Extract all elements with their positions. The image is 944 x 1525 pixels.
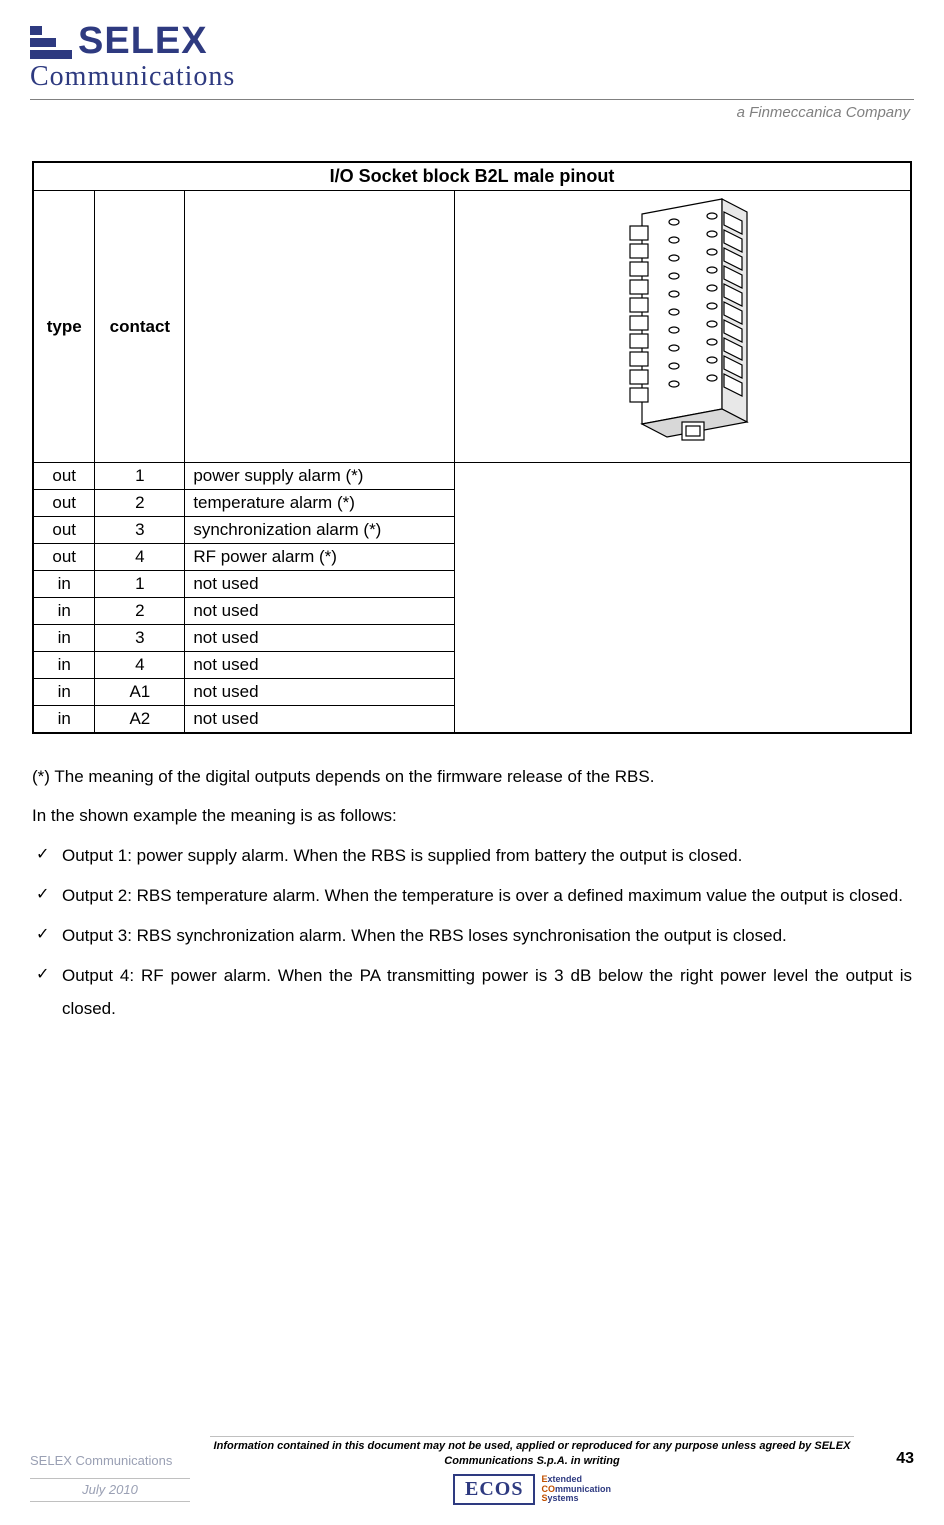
list-item: Output 4: RF power alarm. When the PA tr…	[32, 960, 912, 1025]
cell-contact: 2	[95, 598, 185, 625]
page-header: SELEX Communications a Finmeccanica Comp…	[30, 20, 914, 151]
cell-type: out	[33, 463, 95, 490]
table-row: out4RF power alarm (*)	[33, 544, 911, 571]
page-footer: SELEX Communications Information contain…	[30, 1436, 914, 1505]
cell-desc: not used	[185, 571, 454, 598]
table-row: inA1not used	[33, 679, 911, 706]
table-row: in4not used	[33, 652, 911, 679]
cell-desc: synchronization alarm (*)	[185, 517, 454, 544]
cell-desc: not used	[185, 679, 454, 706]
cell-type: in	[33, 598, 95, 625]
cell-desc: not used	[185, 706, 454, 734]
cell-type: out	[33, 544, 95, 571]
brand-logo: SELEX	[30, 20, 914, 63]
table-row: in1not used	[33, 571, 911, 598]
cell-contact: 3	[95, 625, 185, 652]
brand-name-bottom: Communications	[30, 61, 914, 93]
cell-type: out	[33, 490, 95, 517]
cell-desc: not used	[185, 598, 454, 625]
ecos-logo-text: ECOS	[453, 1474, 535, 1505]
list-item: Output 1: power supply alarm. When the R…	[32, 840, 912, 872]
header-divider	[30, 99, 914, 100]
logo-bars-icon	[30, 26, 72, 59]
cell-type: in	[33, 652, 95, 679]
cell-desc: not used	[185, 625, 454, 652]
table-row: in3not used	[33, 625, 911, 652]
intro-text: In the shown example the meaning is as f…	[32, 806, 912, 826]
table-row: out2temperature alarm (*)	[33, 490, 911, 517]
list-item: Output 2: RBS temperature alarm. When th…	[32, 880, 912, 912]
connector-icon	[582, 194, 782, 454]
col-header-type: type	[33, 191, 95, 463]
cell-contact: A2	[95, 706, 185, 734]
cell-type: in	[33, 625, 95, 652]
cell-desc: power supply alarm (*)	[185, 463, 454, 490]
cell-desc: temperature alarm (*)	[185, 490, 454, 517]
cell-contact: 4	[95, 544, 185, 571]
footnote: (*) The meaning of the digital outputs d…	[32, 764, 912, 790]
footer-company: SELEX Communications	[30, 1453, 190, 1468]
ecos-subtitle: Extended COmmunication Systems	[541, 1475, 611, 1505]
cell-desc: not used	[185, 652, 454, 679]
table-row: in2not used	[33, 598, 911, 625]
cell-contact: 3	[95, 517, 185, 544]
footer-disclaimer: Information contained in this document m…	[210, 1439, 854, 1468]
connector-diagram-cell	[454, 191, 911, 463]
table-row: out3synchronization alarm (*)	[33, 517, 911, 544]
cell-type: in	[33, 706, 95, 734]
table-row: inA2not used	[33, 706, 911, 734]
footer-date: July 2010	[82, 1482, 138, 1497]
col-header-desc	[185, 191, 454, 463]
cell-contact: 2	[95, 490, 185, 517]
cell-contact: 4	[95, 652, 185, 679]
cell-type: in	[33, 679, 95, 706]
page-content: I/O Socket block B2L male pinout type co…	[30, 161, 914, 1025]
brand-name-top: SELEX	[78, 20, 208, 63]
tagline: a Finmeccanica Company	[30, 104, 914, 121]
pinout-table: I/O Socket block B2L male pinout type co…	[32, 161, 912, 734]
list-item: Output 3: RBS synchronization alarm. Whe…	[32, 920, 912, 952]
cell-desc: RF power alarm (*)	[185, 544, 454, 571]
page-number: 43	[874, 1450, 914, 1468]
table-title: I/O Socket block B2L male pinout	[33, 162, 911, 191]
col-header-contact: contact	[95, 191, 185, 463]
table-row: out1power supply alarm (*)	[33, 463, 911, 490]
bullet-list: Output 1: power supply alarm. When the R…	[32, 840, 912, 1025]
ecos-logo: ECOS Extended COmmunication Systems	[210, 1474, 854, 1505]
cell-contact: A1	[95, 679, 185, 706]
cell-type: in	[33, 571, 95, 598]
cell-contact: 1	[95, 571, 185, 598]
cell-contact: 1	[95, 463, 185, 490]
cell-type: out	[33, 517, 95, 544]
